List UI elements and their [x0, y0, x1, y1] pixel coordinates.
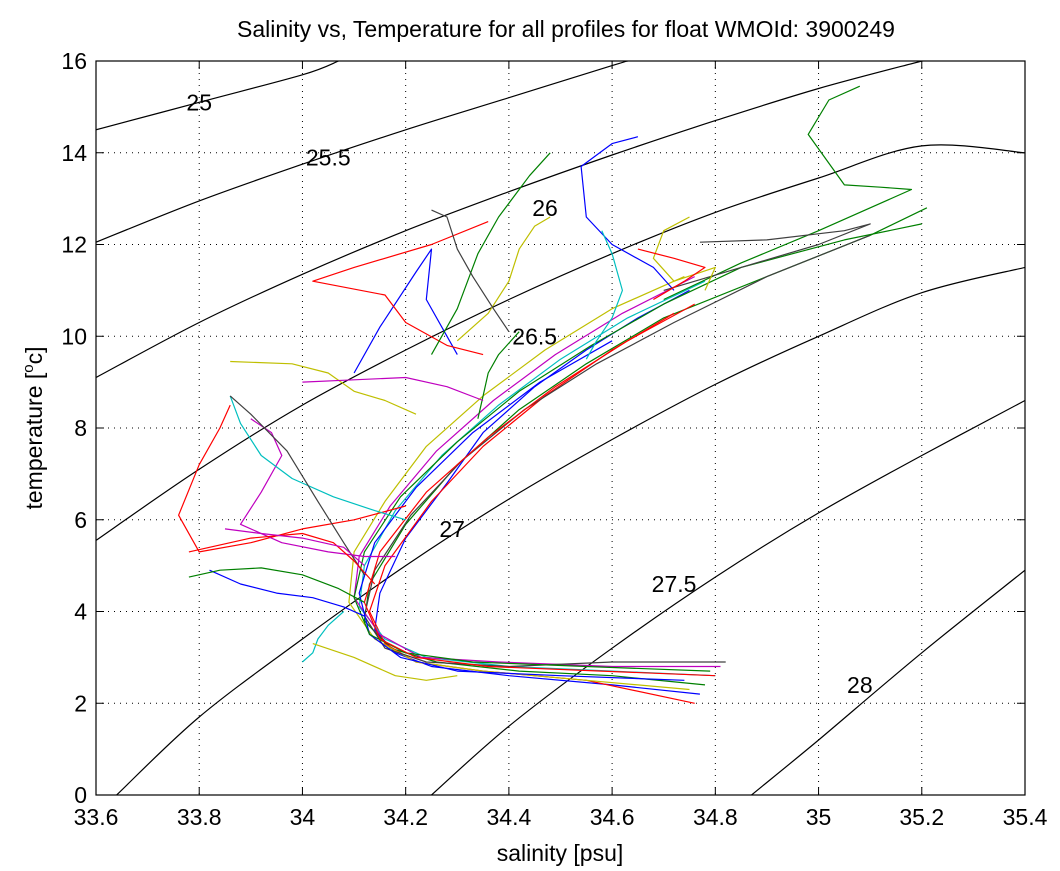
x-tick-label: 34.2	[383, 804, 428, 830]
profile-series-line	[188, 567, 365, 603]
profile-series-line	[580, 136, 675, 291]
profile-series-line	[358, 340, 685, 681]
profile-series-line	[663, 85, 913, 301]
y-axis-label: temperature [oc]	[20, 346, 47, 509]
y-axis-ticks: 0 2 4 6 8 10 12 14 16	[61, 48, 1025, 808]
profile-series-line	[353, 276, 721, 668]
profile-series-line	[663, 223, 871, 291]
profile-series-line	[209, 569, 365, 617]
x-tick-label: 34	[290, 804, 316, 830]
y-tick-label: 4	[74, 599, 87, 625]
density-contour-label: 25.5	[306, 144, 351, 170]
profile-series-line	[353, 248, 458, 374]
profile-series-line	[353, 223, 922, 672]
x-tick-label: 34.6	[590, 804, 635, 830]
density-contour-line	[96, 144, 1025, 541]
profile-series-line	[363, 303, 716, 677]
x-tick-label: 34.4	[487, 804, 532, 830]
y-axis-label-superscript: o	[20, 364, 37, 372]
contour-labels: 25 25.5 26 26.5 27 27.5 28	[186, 89, 872, 698]
y-tick-label: 14	[61, 140, 87, 166]
profile-series-line	[456, 216, 551, 342]
profile-series-line	[477, 331, 520, 419]
density-contour-label: 27.5	[652, 571, 697, 597]
profile-series-line	[431, 209, 510, 333]
profile-series-line	[348, 276, 690, 691]
profile-series-line	[312, 221, 489, 356]
density-contour-line	[96, 61, 339, 131]
density-contour-line	[751, 569, 1025, 795]
x-tick-label: 34.8	[693, 804, 738, 830]
density-contour-label: 28	[847, 672, 873, 698]
x-tick-label: 35.2	[899, 804, 944, 830]
density-contours	[96, 61, 1025, 795]
x-tick-label: 35.4	[1003, 804, 1048, 830]
profile-series-line	[229, 395, 365, 576]
y-tick-label: 0	[74, 782, 87, 808]
chart-title: Salinity vs, Temperature for all profile…	[237, 16, 895, 42]
density-contour-line	[96, 61, 922, 379]
density-contour-label: 26.5	[512, 323, 557, 349]
y-tick-label: 2	[74, 690, 87, 716]
y-axis-label-tail: c]	[21, 346, 47, 364]
profile-series-line	[224, 528, 365, 567]
x-tick-label: 33.6	[74, 804, 119, 830]
y-axis-label-main: temperature [	[21, 372, 47, 509]
y-tick-label: 16	[61, 48, 87, 74]
density-contour-line	[431, 399, 1025, 795]
x-axis-label: salinity [psu]	[497, 840, 624, 866]
profile-series-line	[230, 360, 417, 415]
y-tick-label: 8	[74, 415, 87, 441]
profile-series-line	[637, 248, 706, 301]
profile-series-line	[312, 643, 458, 681]
density-contour-label: 25	[186, 89, 212, 115]
profile-series-line	[363, 207, 928, 686]
density-contour-line	[96, 61, 628, 243]
profile-series-line	[302, 611, 345, 663]
y-tick-label: 6	[74, 507, 87, 533]
density-contour-line	[116, 266, 1025, 795]
y-tick-label: 12	[61, 232, 87, 258]
profile-series-line	[229, 395, 406, 521]
profile-series-line	[430, 152, 551, 355]
profile-series-line	[652, 216, 716, 291]
profile-series-line	[363, 234, 871, 668]
profile-series	[178, 85, 928, 704]
y-tick-label: 10	[61, 323, 87, 349]
plot-frame	[95, 60, 1026, 796]
density-contour-label: 27	[439, 516, 465, 542]
profile-series-line	[188, 532, 376, 585]
x-tick-label: 33.8	[177, 804, 222, 830]
density-contour-label: 26	[532, 195, 558, 221]
x-tick-label: 35	[806, 804, 832, 830]
x-axis-ticks: 33.6 33.8 34 34.2 34.4 34.6 34.8 35 35.2 35.4	[74, 61, 1048, 830]
profile-series-line	[302, 376, 484, 402]
profile-series-line	[585, 230, 624, 360]
profile-series-line	[178, 404, 406, 553]
grid-lines	[96, 61, 1025, 795]
profile-series-line	[374, 289, 700, 695]
